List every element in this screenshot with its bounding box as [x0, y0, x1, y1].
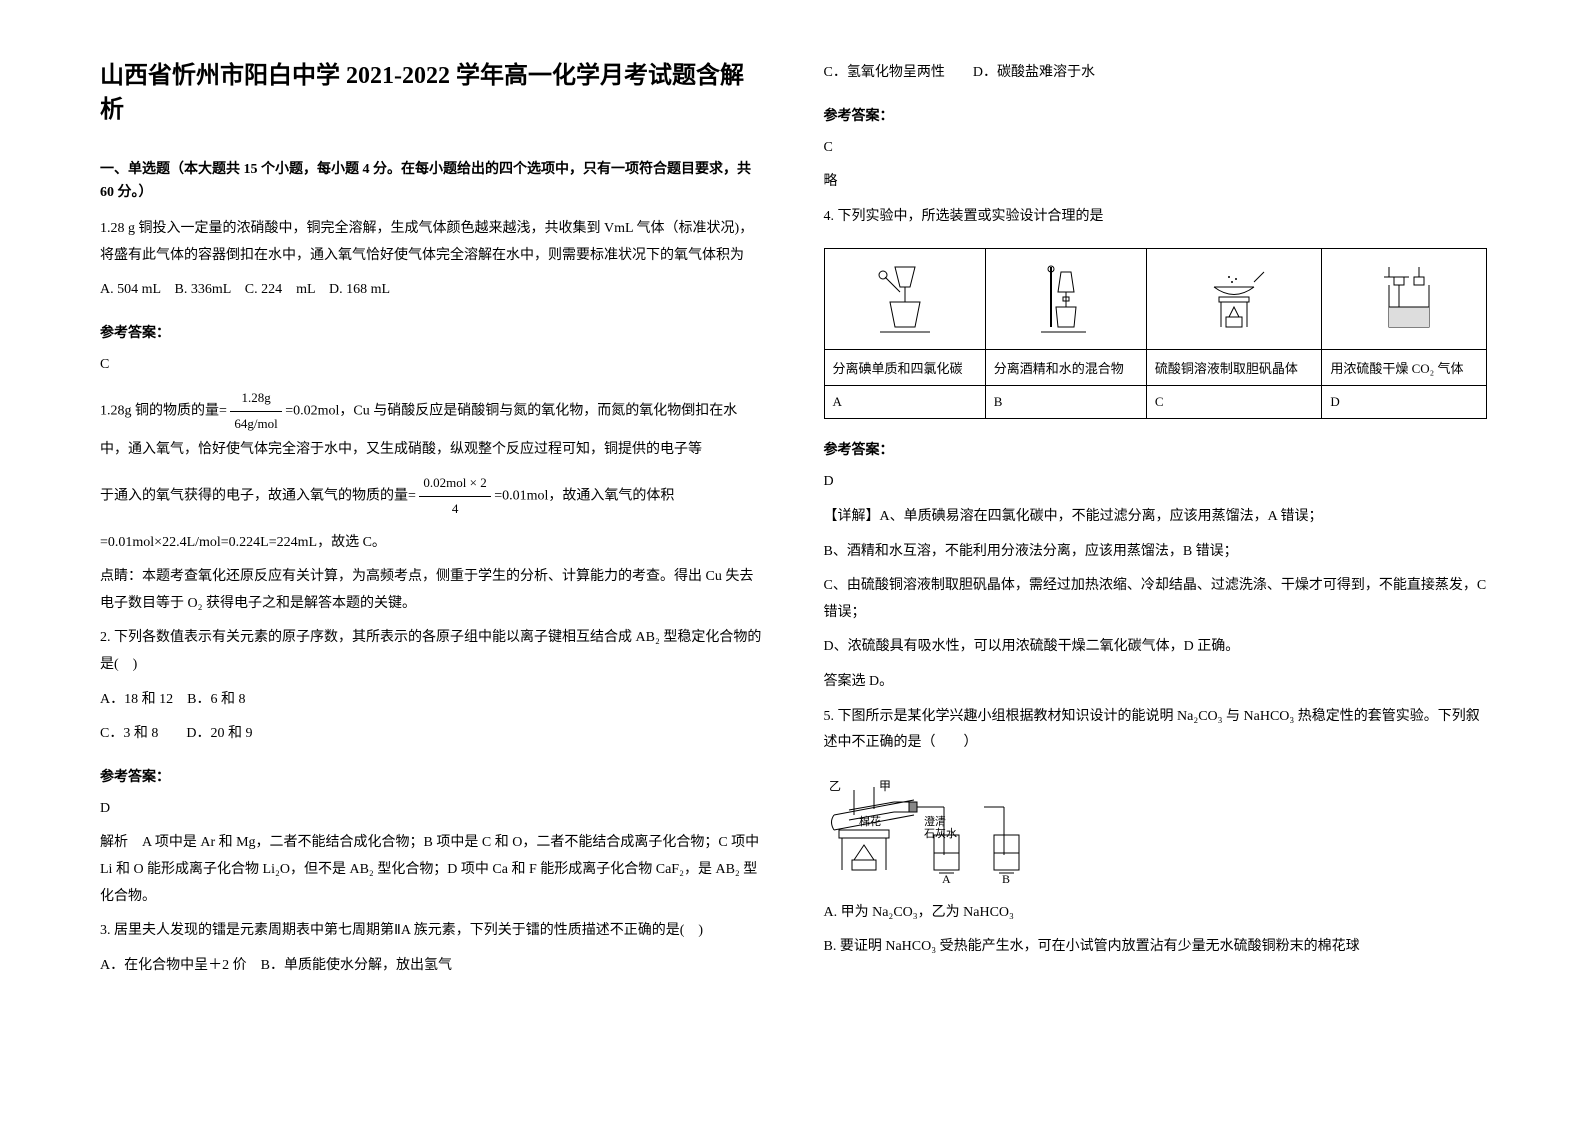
apparatus-b-cell: [985, 249, 1146, 350]
cell-b-label: B: [985, 386, 1146, 419]
label-yi: 乙: [829, 779, 841, 793]
q2-answer: D: [100, 796, 764, 823]
q3-answer-label: 参考答案：: [824, 105, 1488, 125]
q2-explain: 解析 A 项中是 Ar 和 Mg，二者不能结合成化合物；B 项中是 C 和 O，…: [100, 830, 764, 910]
q2-answer-label: 参考答案：: [100, 766, 764, 786]
q5-figure: 乙 甲 棉花 澄清 石灰水 A: [824, 775, 1488, 890]
apparatus-c-cell: [1146, 249, 1321, 350]
document-title: 山西省忻州市阳白中学 2021-2022 学年高一化学月考试题含解析: [100, 60, 764, 127]
q2-optB: C．3 和 8 D．20 和 9: [100, 721, 764, 748]
cell-c-label: C: [1146, 386, 1321, 419]
cell-d-desc: 用浓硫酸干燥 CO₂ 气体: [1322, 350, 1487, 386]
q4-table: 分离碘单质和四氯化碳 分离酒精和水的混合物 硫酸铜溶液制取胆矾晶体 用浓硫酸干燥…: [824, 248, 1488, 419]
q3-optC: C．氢氧化物呈两性 D．碳酸盐难溶于水: [824, 60, 1488, 87]
q1-exp1-p1: 1.28g 铜的物质的量=: [100, 404, 227, 419]
q3-optA: A．在化合物中呈＋2 价 B．单质能使水分解，放出氢气: [100, 953, 764, 980]
filter-apparatus-icon: [865, 257, 945, 337]
q1-exp2-p1: 于通入的氧气获得的电子，故通入氧气的物质的量=: [100, 489, 416, 504]
cell-a-desc: 分离碘单质和四氯化碳: [824, 350, 985, 386]
frac1-bot: 64g/mol: [230, 412, 281, 437]
q4-explain5: 答案选 D。: [824, 669, 1488, 696]
q4-text: 4. 下列实验中，所选装置或实验设计合理的是: [824, 204, 1488, 231]
cell-a-label: A: [824, 386, 985, 419]
label-b: B: [1002, 872, 1010, 885]
q1-text: 1.28 g 铜投入一定量的浓硝酸中，铜完全溶解，生成气体颜色越来越浅，共收集到…: [100, 216, 764, 269]
q1-explain1: 1.28g 铜的物质的量= 1.28g 64g/mol =0.02mol，Cu …: [100, 386, 764, 463]
q2-optA: A．18 和 12 B．6 和 8: [100, 687, 764, 714]
section-1-header: 一、单选题（本大题共 15 个小题，每小题 4 分。在每小题给出的四个选项中，只…: [100, 159, 764, 204]
q1-explain2: 于通入的氧气获得的电子，故通入氧气的物质的量= 0.02mol × 2 4 =0…: [100, 471, 764, 521]
frac2-bot: 4: [419, 497, 490, 522]
table-row-label: A B C D: [824, 386, 1487, 419]
left-column: 山西省忻州市阳白中学 2021-2022 学年高一化学月考试题含解析 一、单选题…: [100, 60, 764, 1062]
separating-funnel-icon: [1026, 257, 1106, 337]
right-column: C．氢氧化物呈两性 D．碳酸盐难溶于水 参考答案： C 略 4. 下列实验中，所…: [824, 60, 1488, 1062]
q3-text: 3. 居里夫人发现的镭是元素周期表中第七周期第ⅡA 族元素，下列关于镭的性质描述…: [100, 918, 764, 945]
cell-d-label: D: [1322, 386, 1487, 419]
q4-explain2: B、酒精和水互溶，不能利用分液法分离，应该用蒸馏法，B 错误；: [824, 539, 1488, 566]
label-cotton: 棉花: [859, 814, 881, 828]
table-row-desc: 分离碘单质和四氯化碳 分离酒精和水的混合物 硫酸铜溶液制取胆矾晶体 用浓硫酸干燥…: [824, 350, 1487, 386]
evaporation-dish-icon: [1194, 257, 1274, 337]
q3-note: 略: [824, 169, 1488, 196]
fraction-2: 0.02mol × 2 4: [419, 471, 490, 521]
q1-answer: C: [100, 352, 764, 379]
q4-explain4: D、浓硫酸具有吸水性，可以用浓硫酸干燥二氧化碳气体，D 正确。: [824, 634, 1488, 661]
frac2-top: 0.02mol × 2: [419, 471, 490, 497]
label-limewater2: 石灰水: [924, 826, 957, 840]
frac1-top: 1.28g: [230, 386, 281, 412]
q4-answer-label: 参考答案：: [824, 439, 1488, 459]
fraction-1: 1.28g 64g/mol: [230, 386, 281, 436]
q5-optB: B. 要证明 NaHCO₃ 受热能产生水，可在小试管内放置沾有少量无水硫酸铜粉末…: [824, 934, 1488, 961]
label-a: A: [942, 872, 951, 885]
table-row-images: [824, 249, 1487, 350]
q4-explain1: 【详解】A、单质碘易溶在四氯化碳中，不能过滤分离，应该用蒸馏法，A 错误；: [824, 504, 1488, 531]
q2-text: 2. 下列各数值表示有关元素的原子序数，其所表示的各原子组中能以离子键相互结合成…: [100, 625, 764, 678]
q1-answer-label: 参考答案：: [100, 322, 764, 342]
cell-c-desc: 硫酸铜溶液制取胆矾晶体: [1146, 350, 1321, 386]
gas-washing-bottle-icon: [1364, 257, 1444, 337]
q5-optA: A. 甲为 Na₂CO₃，乙为 NaHCO₃: [824, 900, 1488, 927]
apparatus-d-cell: [1322, 249, 1487, 350]
q4-answer: D: [824, 469, 1488, 496]
q1-options: A. 504 mL B. 336mL C. 224 mL D. 168 mL: [100, 277, 764, 304]
q5-text: 5. 下图所示是某化学兴趣小组根据教材知识设计的能说明 Na₂CO₃ 与 NaH…: [824, 704, 1488, 757]
cell-b-desc: 分离酒精和水的混合物: [985, 350, 1146, 386]
label-jia: 甲: [879, 779, 891, 793]
q1-exp2-p2: =0.01mol，故通入氧气的体积: [494, 489, 674, 504]
q4-explain3: C、由硫酸铜溶液制取胆矾晶体，需经过加热浓缩、冷却结晶、过滤洗涤、干燥才可得到，…: [824, 573, 1488, 626]
q1-note: 点睛：本题考查氧化还原反应有关计算，为高频考点，侧重于学生的分析、计算能力的考查…: [100, 564, 764, 617]
nested-tube-experiment-icon: 乙 甲 棉花 澄清 石灰水 A: [824, 775, 1044, 885]
q1-explain3: =0.01mol×22.4L/mol=0.224L=224mL，故选 C。: [100, 530, 764, 557]
label-limewater: 澄清: [924, 814, 946, 828]
q3-answer: C: [824, 135, 1488, 162]
apparatus-a-cell: [824, 249, 985, 350]
